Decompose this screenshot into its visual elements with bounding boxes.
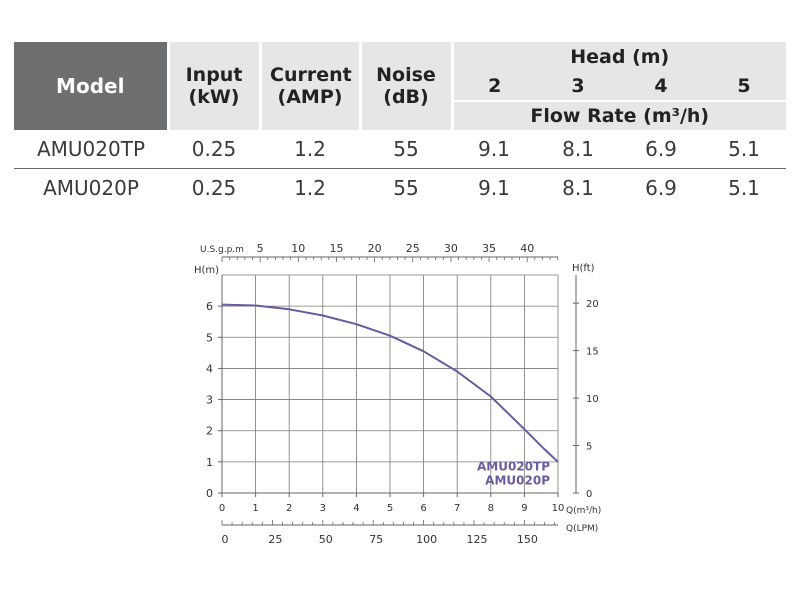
- cell-input: 0.25: [168, 130, 260, 169]
- x-tick-label: 9: [521, 503, 527, 514]
- header-noise: Noise (dB): [358, 42, 452, 130]
- x-bottom-tick-label: 50: [319, 533, 333, 546]
- x-top-tick-label: 20: [368, 242, 382, 255]
- x-tick-label: 1: [252, 503, 258, 514]
- x-tick-label: 8: [488, 503, 494, 514]
- x-tick-label: 4: [353, 503, 359, 514]
- header-input: Input (kW): [166, 42, 260, 130]
- y-right-tick-label: 5: [586, 442, 592, 453]
- header-head-value: 3: [536, 72, 620, 101]
- x-tick-label: 6: [420, 503, 426, 514]
- cell-current: 1.2: [294, 176, 326, 200]
- header-head: Head (m): [450, 42, 786, 72]
- cell-model: AMU020P: [43, 176, 139, 200]
- x-bottom-tick-label: 75: [369, 533, 383, 546]
- y-right-tick-label: 0: [586, 489, 592, 500]
- x-top-tick-label: 15: [329, 242, 343, 255]
- cell-model: AMU020TP: [14, 130, 168, 169]
- cell-input: 0.25: [191, 176, 237, 200]
- x-top-tick-label: 5: [257, 242, 264, 255]
- x-top-tick-label: 30: [444, 242, 458, 255]
- y-right-tick-label: 10: [586, 394, 599, 405]
- x-tick-label: 7: [454, 503, 460, 514]
- x-bottom-tick-label: 100: [416, 533, 437, 546]
- cell-flow: 9.1: [452, 130, 536, 169]
- y-tick-label: 4: [206, 362, 213, 375]
- cell-flow: 8.1: [536, 130, 620, 169]
- cell-current: 1.2: [260, 130, 360, 169]
- spec-table: Model Input (kW) Current (AMP) Noise (dB…: [14, 42, 786, 207]
- x-top-tick-label: 40: [520, 242, 534, 255]
- x-tick-label: 5: [387, 503, 393, 514]
- y-right-axis-label: H(ft): [572, 263, 595, 274]
- x-bottom-axis-label: Q(LPM): [566, 524, 598, 534]
- header-head-value: 2: [450, 72, 536, 101]
- x-tick-label: 0: [219, 503, 225, 514]
- cell-flow: 8.1: [562, 176, 594, 200]
- performance-curve: [221, 303, 559, 463]
- y-tick-label: 1: [206, 456, 213, 469]
- x-bottom-tick-label: 25: [268, 533, 282, 546]
- cell-flow: 6.9: [620, 130, 702, 169]
- table-row: AMU020TP 0.25 1.2 55 9.1 8.1 6.9 5.1: [14, 130, 786, 169]
- curve-label: AMU020P: [485, 473, 550, 487]
- cell-noise: 55: [360, 130, 452, 169]
- cell-flow: 5.1: [702, 130, 786, 169]
- header-head-value: 4: [620, 72, 702, 101]
- y-tick-label: 3: [206, 394, 213, 407]
- x-tick-label: 2: [286, 503, 292, 514]
- cell-flow: 5.1: [728, 176, 760, 200]
- header-flow-rate: Flow Rate (m³/h): [450, 100, 786, 130]
- y-axis-label: H(m): [194, 265, 219, 276]
- y-tick-label: 5: [206, 331, 213, 344]
- x-axis-label: Q(m³/h): [566, 506, 601, 516]
- x-top-tick-label: 25: [406, 242, 420, 255]
- x-top-axis-label: U.S.g.p.m: [200, 245, 244, 255]
- x-tick-label: 10: [552, 503, 565, 514]
- header-model: Model: [14, 42, 168, 130]
- x-bottom-tick-label: 150: [517, 533, 538, 546]
- x-top-tick-label: 10: [291, 242, 305, 255]
- y-tick-label: 2: [206, 425, 213, 438]
- header-head-value: 5: [702, 72, 786, 101]
- cell-flow: 9.1: [478, 176, 510, 200]
- y-tick-label: 0: [206, 487, 213, 500]
- y-tick-label: 6: [206, 300, 213, 313]
- table-row: AMU020P 0.25 1.2 55 9.1 8.1 6.9 5.1: [14, 169, 786, 208]
- curve-label: AMU020TP: [477, 459, 550, 473]
- cell-noise: 55: [393, 176, 419, 200]
- cell-flow: 6.9: [645, 176, 677, 200]
- x-bottom-tick-label: 125: [467, 533, 488, 546]
- x-tick-label: 3: [320, 503, 326, 514]
- y-right-tick-label: 15: [586, 347, 599, 358]
- x-top-tick-label: 35: [482, 242, 496, 255]
- x-bottom-tick-label: 0: [222, 533, 229, 546]
- header-current: Current (AMP): [258, 42, 360, 130]
- y-right-tick-label: 20: [586, 299, 599, 310]
